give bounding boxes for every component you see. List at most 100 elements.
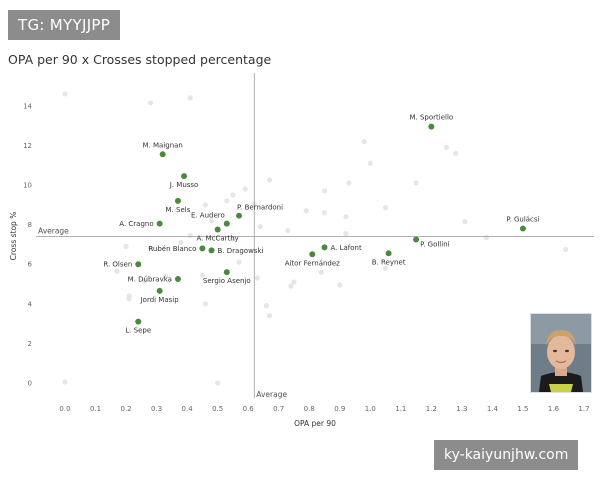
x-tick-label: 0.9 [334, 405, 345, 413]
player-point [236, 212, 243, 219]
background-point [187, 95, 193, 101]
y-tick-label: 0 [28, 380, 32, 388]
player-point [428, 123, 435, 130]
player-point [174, 197, 181, 204]
player-point [159, 151, 166, 158]
background-point [483, 234, 489, 241]
player-point [321, 244, 328, 251]
player-label: Sergio Asenjo [203, 277, 251, 285]
background-point [321, 188, 328, 194]
player-point [208, 247, 215, 254]
player-label: L. Sepe [125, 327, 151, 335]
player-label: P. Gollini [420, 240, 450, 248]
player-label: M. Sportiello [409, 114, 453, 122]
player-label: Jordi Masip [140, 296, 180, 304]
background-points-layer [62, 91, 569, 386]
x-tick-label: 1.2 [426, 405, 437, 413]
x-tick-label: 1.3 [456, 405, 467, 413]
player-label: A. Lafont [331, 244, 362, 252]
background-point [346, 180, 352, 186]
background-point [178, 239, 184, 246]
player-point [156, 287, 163, 294]
background-point [187, 232, 193, 239]
background-point [236, 259, 242, 265]
player-label: Rubén Blanco [148, 245, 196, 253]
background-point [242, 186, 248, 192]
background-point [413, 180, 419, 186]
x-tick-label: 1.0 [365, 405, 376, 413]
x-tick-label: 1.4 [487, 405, 499, 413]
background-point [147, 245, 154, 251]
y-tick-label: 8 [28, 221, 32, 229]
axis-layer: 0.0 0.1 0.2 0.3 0.4 0.5 0.6 0.7 0.8 0.9 1.0 1.1 1.2 1… [23, 102, 589, 413]
background-point [285, 227, 291, 234]
background-point [62, 91, 68, 97]
background-point [361, 138, 367, 145]
player-photo [530, 313, 592, 393]
background-point [147, 100, 154, 106]
player-point [135, 318, 142, 325]
player-label: P. Bernardoni [237, 204, 283, 212]
x-tick-label: 0.6 [243, 405, 255, 413]
background-point [303, 208, 309, 214]
background-point [382, 265, 389, 271]
background-point [126, 296, 132, 302]
background-point [321, 210, 328, 216]
background-point [462, 219, 468, 225]
background-point [367, 160, 373, 166]
player-point [223, 269, 230, 276]
x-tick-label: 0.0 [59, 405, 70, 413]
player-point [156, 220, 163, 227]
watermark-top-badge: TG: MYYJJPP [8, 10, 121, 40]
y-tick-label: 10 [23, 182, 32, 190]
background-point [288, 283, 294, 289]
y-tick-label: 14 [23, 102, 32, 110]
x-axis-title: OPA per 90 [294, 419, 336, 428]
y-tick-label: 2 [28, 340, 32, 348]
background-point [263, 303, 270, 309]
background-point [343, 230, 349, 237]
x-tick-label: 0.3 [151, 405, 162, 413]
background-point [199, 272, 205, 278]
x-tick-label: 0.4 [182, 405, 194, 413]
player-label: B. Reynet [372, 258, 406, 266]
background-point [337, 282, 343, 288]
background-point [163, 273, 169, 279]
y-tick-label: 6 [28, 261, 33, 269]
x-tick-label: 1.6 [548, 405, 560, 413]
player-label: M. Maignan [143, 141, 183, 149]
player-label: R. Olsen [103, 261, 132, 269]
x-tick-label: 0.2 [120, 405, 131, 413]
average-x-label: Average [256, 390, 287, 399]
y-tick-label: 12 [23, 142, 32, 150]
player-label: M. Dúbravka [128, 276, 172, 284]
player-label: A. Cragno [119, 220, 153, 228]
x-tick-label: 0.8 [304, 405, 315, 413]
background-point [257, 223, 263, 230]
background-point [266, 313, 273, 319]
player-point [385, 250, 392, 257]
player-point [519, 225, 526, 232]
background-point [318, 269, 325, 275]
player-label: Aitor Fernández [285, 259, 340, 267]
player-point [181, 173, 188, 180]
player-point [174, 276, 181, 283]
player-label: M. Sels [166, 206, 191, 214]
background-point [114, 268, 120, 274]
player-label: E. Audero [191, 212, 225, 220]
player-label: P. Gulácsi [506, 216, 539, 224]
background-point [123, 243, 129, 249]
background-point [230, 192, 236, 198]
x-tick-label: 0.1 [90, 405, 101, 413]
background-point [62, 379, 68, 385]
x-tick-label: 1.5 [517, 405, 528, 413]
background-point [215, 380, 221, 386]
background-point [202, 301, 209, 307]
player-point [309, 251, 316, 258]
background-point [202, 202, 209, 208]
average-y-label: Average [38, 226, 69, 235]
background-point [444, 144, 450, 150]
y-tick-label: 4 [28, 300, 33, 308]
player-point [223, 220, 230, 227]
